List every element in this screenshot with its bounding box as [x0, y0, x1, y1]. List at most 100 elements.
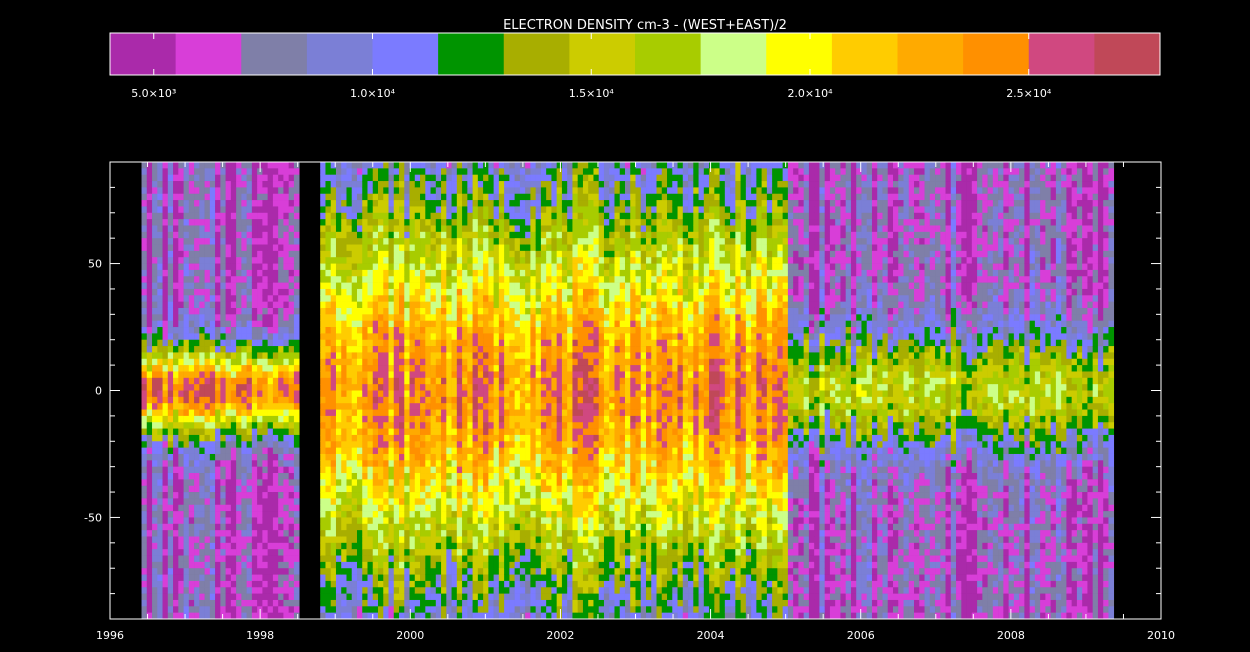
- heatmap-cell: [236, 327, 242, 334]
- heatmap-cell: [293, 453, 300, 461]
- heatmap-cell: [493, 511, 500, 518]
- heatmap-cell: [393, 320, 400, 328]
- heatmap-cell: [472, 580, 479, 588]
- heatmap-cell: [356, 365, 363, 372]
- heatmap-cell: [393, 339, 400, 347]
- heatmap-cell: [288, 193, 295, 201]
- heatmap-cell: [293, 403, 300, 410]
- heatmap-cell: [409, 460, 416, 468]
- heatmap-cell: [230, 206, 237, 214]
- heatmap-cell: [288, 250, 295, 258]
- heatmap-cell: [335, 200, 342, 207]
- heatmap-cell: [519, 390, 526, 398]
- heatmap-cell: [378, 212, 384, 220]
- heatmap-cell: [356, 422, 363, 429]
- heatmap-cell: [225, 174, 232, 182]
- heatmap-cell: [157, 599, 163, 607]
- heatmap-cell: [178, 250, 184, 258]
- heatmap-cell: [409, 415, 416, 423]
- heatmap-cell: [167, 181, 174, 188]
- heatmap-cell: [241, 225, 247, 233]
- heatmap-cell: [351, 580, 358, 588]
- heatmap-cell: [251, 466, 258, 474]
- heatmap-cell: [152, 162, 158, 169]
- heatmap-cell: [141, 320, 148, 328]
- heatmap-cell: [173, 377, 179, 385]
- heatmap-cell: [393, 174, 400, 182]
- heatmap-cell: [278, 473, 284, 480]
- heatmap-cell: [188, 250, 195, 258]
- heatmap-cell: [351, 441, 358, 448]
- heatmap-cell: [446, 168, 452, 176]
- heatmap-cell: [178, 599, 184, 607]
- heatmap-cell: [409, 574, 416, 582]
- heatmap-cell: [451, 580, 458, 588]
- heatmap-cell: [167, 441, 174, 448]
- heatmap-cell: [220, 587, 226, 594]
- heatmap-cell: [288, 415, 295, 423]
- heatmap-cell: [493, 593, 500, 601]
- heatmap-cell: [236, 447, 242, 455]
- heatmap-cell: [183, 206, 190, 214]
- heatmap-cell: [251, 288, 258, 296]
- heatmap-cell: [220, 422, 226, 429]
- heatmap-cell: [519, 396, 526, 404]
- heatmap-cell: [409, 498, 416, 506]
- heatmap-cell: [514, 441, 521, 448]
- heatmap-cell: [225, 517, 232, 525]
- heatmap-cell: [493, 244, 500, 252]
- heatmap-cell: [467, 181, 473, 188]
- heatmap-cell: [209, 473, 216, 480]
- heatmap-cell: [493, 257, 500, 264]
- heatmap-cell: [420, 352, 426, 360]
- heatmap-cell: [504, 339, 510, 347]
- heatmap-cell: [346, 504, 353, 512]
- heatmap-cell: [346, 231, 353, 239]
- heatmap-cell: [356, 523, 363, 531]
- heatmap-cell: [335, 587, 342, 594]
- heatmap-cell: [183, 453, 190, 461]
- heatmap-cell: [393, 307, 400, 315]
- heatmap-cell: [335, 542, 342, 550]
- heatmap-cell: [388, 498, 395, 506]
- heatmap-cell: [383, 460, 389, 468]
- heatmap-cell: [272, 174, 279, 182]
- heatmap-cell: [320, 498, 326, 506]
- heatmap-cell: [225, 422, 232, 429]
- heatmap-cell: [462, 282, 468, 290]
- heatmap-cell: [509, 269, 515, 277]
- heatmap-cell: [204, 314, 211, 322]
- heatmap-cell: [293, 320, 300, 328]
- heatmap-cell: [241, 384, 247, 391]
- heatmap-cell: [383, 441, 389, 448]
- heatmap-cell: [178, 346, 184, 353]
- heatmap-cell: [225, 346, 232, 353]
- heatmap-cell: [183, 333, 190, 341]
- heatmap-cell: [162, 333, 169, 341]
- heatmap-cell: [236, 473, 242, 480]
- heatmap-cell: [236, 536, 242, 544]
- heatmap-cell: [251, 295, 258, 302]
- heatmap-cell: [362, 447, 368, 455]
- heatmap-cell: [356, 263, 363, 271]
- heatmap-cell: [178, 307, 184, 315]
- heatmap-cell: [388, 568, 395, 575]
- heatmap-cell: [267, 492, 274, 499]
- heatmap-cell: [278, 276, 284, 283]
- heatmap-cell: [356, 225, 363, 233]
- heatmap-cell: [220, 466, 226, 474]
- heatmap-cell: [204, 193, 211, 201]
- heatmap-cell: [330, 244, 337, 252]
- heatmap-cell: [341, 511, 347, 518]
- heatmap-cell: [441, 193, 447, 201]
- heatmap-cell: [477, 263, 484, 271]
- heatmap-cell: [451, 371, 458, 379]
- heatmap-cell: [267, 460, 274, 468]
- colorbar-swatch: [1094, 33, 1161, 75]
- heatmap-cell: [183, 390, 190, 398]
- heatmap-cell: [346, 295, 353, 302]
- heatmap-cell: [178, 314, 184, 322]
- heatmap-cell: [173, 599, 179, 607]
- heatmap-cell: [236, 606, 242, 614]
- heatmap-cell: [215, 403, 221, 410]
